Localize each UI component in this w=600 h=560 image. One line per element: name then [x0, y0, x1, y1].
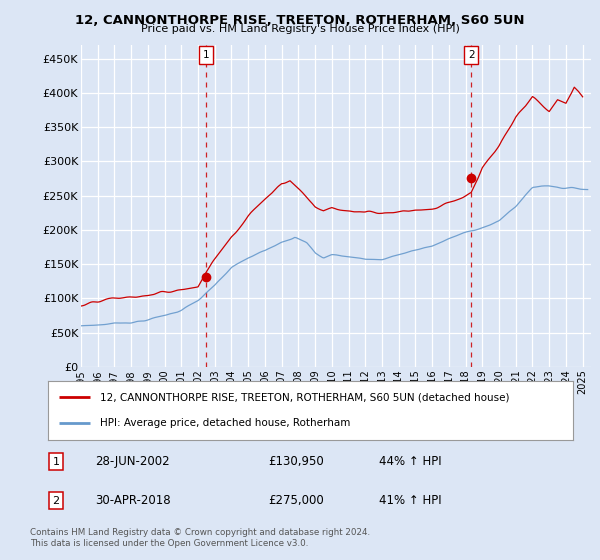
Text: 2: 2 — [52, 496, 59, 506]
Text: 1: 1 — [52, 456, 59, 466]
Text: 30-APR-2018: 30-APR-2018 — [95, 494, 171, 507]
Text: HPI: Average price, detached house, Rotherham: HPI: Average price, detached house, Roth… — [101, 418, 351, 428]
Text: 12, CANNONTHORPE RISE, TREETON, ROTHERHAM, S60 5UN: 12, CANNONTHORPE RISE, TREETON, ROTHERHA… — [75, 14, 525, 27]
Text: £130,950: £130,950 — [269, 455, 324, 468]
Text: Contains HM Land Registry data © Crown copyright and database right 2024.
This d: Contains HM Land Registry data © Crown c… — [30, 528, 370, 548]
Text: 41% ↑ HPI: 41% ↑ HPI — [379, 494, 442, 507]
Text: 2: 2 — [468, 50, 475, 60]
Text: 28-JUN-2002: 28-JUN-2002 — [95, 455, 170, 468]
Text: £275,000: £275,000 — [269, 494, 324, 507]
Text: 44% ↑ HPI: 44% ↑ HPI — [379, 455, 442, 468]
Text: 12, CANNONTHORPE RISE, TREETON, ROTHERHAM, S60 5UN (detached house): 12, CANNONTHORPE RISE, TREETON, ROTHERHA… — [101, 392, 510, 402]
Text: Price paid vs. HM Land Registry's House Price Index (HPI): Price paid vs. HM Land Registry's House … — [140, 24, 460, 34]
Text: 1: 1 — [203, 50, 210, 60]
